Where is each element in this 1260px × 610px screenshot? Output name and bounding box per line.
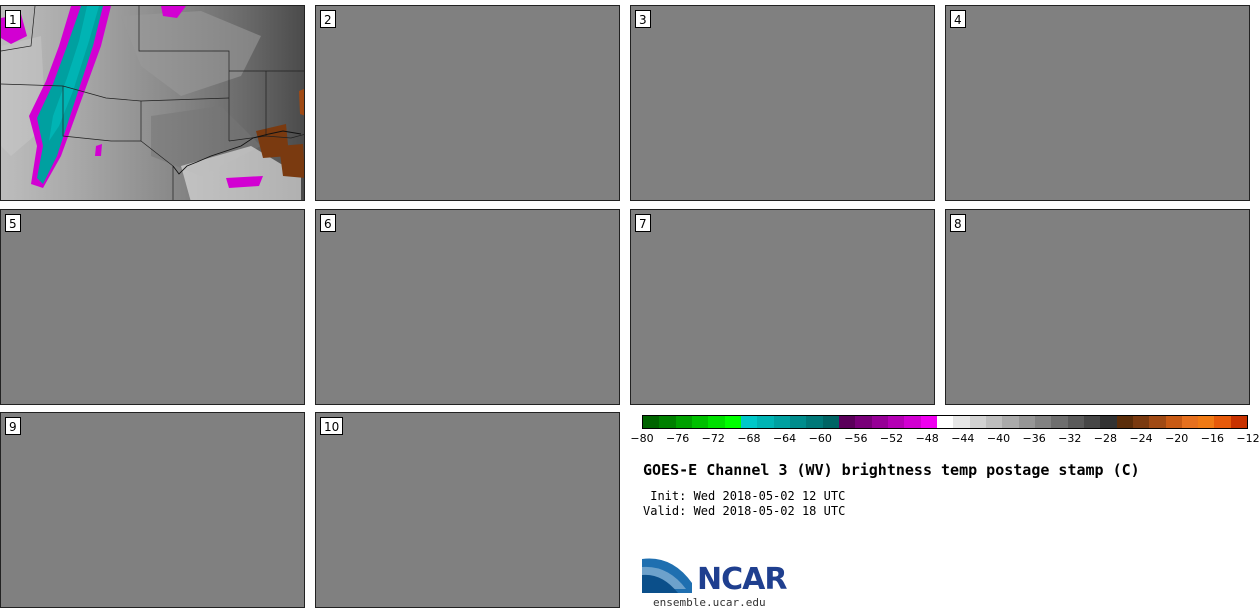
colorbar-tick-label: −60 [808, 432, 832, 445]
colorbar-segment [1002, 416, 1019, 428]
colorbar-segment [1181, 416, 1199, 428]
colorbar-segment [969, 416, 986, 428]
colorbar-segment [1165, 416, 1182, 428]
colorbar-tick-label: −16 [1200, 432, 1224, 445]
colorbar-segment [1051, 416, 1068, 428]
colorbar-segment [1034, 416, 1052, 428]
ncar-logo-icon [642, 558, 692, 593]
panel-label: 8 [950, 214, 966, 232]
colorbar-tick-label: −12 [1236, 432, 1260, 445]
panel-label: 5 [5, 214, 21, 232]
colorbar-tick-label: −24 [1129, 432, 1153, 445]
colorbar-segment [1214, 416, 1231, 428]
cold-spot [95, 144, 102, 156]
panel-label: 2 [320, 10, 336, 28]
colorbar-segment [1116, 416, 1133, 428]
colorbar-segment [855, 416, 872, 428]
colorbar-segment [1067, 416, 1084, 428]
colorbar-segment [1083, 416, 1101, 428]
colorbar-segment [659, 416, 676, 428]
colorbar-tick-label: −36 [1022, 432, 1046, 445]
state-borders [1, 6, 304, 200]
site-url: ensemble.ucar.edu [653, 596, 766, 609]
colorbar-segment [708, 416, 725, 428]
colorbar [642, 415, 1248, 429]
colorbar-segment [1198, 416, 1215, 428]
colorbar-segment [643, 416, 660, 428]
colorbar-segment [985, 416, 1003, 428]
figure-title: GOES-E Channel 3 (WV) brightness temp po… [643, 461, 1140, 479]
colorbar-segment [953, 416, 970, 428]
colorbar-segment [789, 416, 807, 428]
colorbar-tick-label: −28 [1093, 432, 1118, 445]
init-time: Init: Wed 2018-05-02 12 UTC [643, 489, 846, 503]
cold-band-cyan-core [49, 6, 99, 141]
colorbar-segment [691, 416, 709, 428]
colorbar-tick-label: −80 [630, 432, 654, 445]
colorbar-segment [920, 416, 937, 428]
colorbar-tick-label: −52 [879, 432, 904, 445]
panel-label: 9 [5, 417, 21, 435]
warm-patch [279, 144, 304, 178]
map-panel-2: 2 [315, 5, 620, 201]
warm-patch [299, 88, 304, 116]
colorbar-tick-label: −48 [915, 432, 939, 445]
colorbar-segment [806, 416, 823, 428]
map-panel-10: 10 [315, 412, 620, 608]
colorbar-segment [773, 416, 790, 428]
colorbar-tick-label: −56 [844, 432, 868, 445]
colorbar-segment [1100, 416, 1117, 428]
ncar-wordmark: NCAR [697, 562, 787, 597]
colorbar-segment [904, 416, 921, 428]
map-panel-3: 3 [630, 5, 935, 201]
map-panel-6: 6 [315, 209, 620, 405]
colorbar-segment [871, 416, 888, 428]
colorbar-segment [740, 416, 758, 428]
panel-label: 1 [5, 10, 21, 28]
cold-spot [161, 6, 186, 18]
colorbar-ticks: −80 −76 −72 −68 −64 −60 −56 −52 −48 −44 −40 −36 −32−… [630, 432, 1259, 448]
colorbar-segment [724, 416, 741, 428]
cold-spot [226, 176, 263, 188]
panel-label: 10 [320, 417, 344, 435]
panel-label: 4 [950, 10, 966, 28]
colorbar-tick-label: −64 [772, 432, 797, 445]
colorbar-segment [1149, 416, 1166, 428]
colorbar-tick-label: −40 [986, 432, 1011, 445]
colorbar-segment [1132, 416, 1150, 428]
map-panel-4: 4 [945, 5, 1250, 201]
colorbar-tick-label: −32 [1058, 432, 1082, 445]
colorbar-tick-label: −44 [951, 432, 975, 445]
coastline [172, 130, 302, 175]
map-panel-1-svg [1, 6, 304, 200]
moisture-patch [121, 11, 261, 96]
colorbar-segment [838, 416, 856, 428]
colorbar-tick-label: −20 [1165, 432, 1189, 445]
colorbar-segment [1018, 416, 1035, 428]
map-panel-7: 7 [630, 209, 935, 405]
colorbar-segment [1230, 416, 1248, 428]
colorbar-segment [936, 416, 954, 428]
colorbar-segment [887, 416, 905, 428]
colorbar-segment [822, 416, 839, 428]
colorbar-segment [757, 416, 774, 428]
panel-label: 7 [635, 214, 651, 232]
colorbar-segment [675, 416, 692, 428]
colorbar-tick-label: −68 [737, 432, 761, 445]
colorbar-tick-label: −72 [701, 432, 725, 445]
panel-label: 6 [320, 214, 336, 232]
map-panel-8: 8 [945, 209, 1250, 405]
map-panel-5: 5 [0, 209, 305, 405]
map-panel-1: 1 [0, 5, 305, 201]
cloud-patch [181, 146, 301, 200]
map-panel-9: 9 [0, 412, 305, 608]
panel-label: 3 [635, 10, 651, 28]
colorbar-tick-label: −76 [666, 432, 690, 445]
valid-time: Valid: Wed 2018-05-02 18 UTC [643, 504, 846, 518]
